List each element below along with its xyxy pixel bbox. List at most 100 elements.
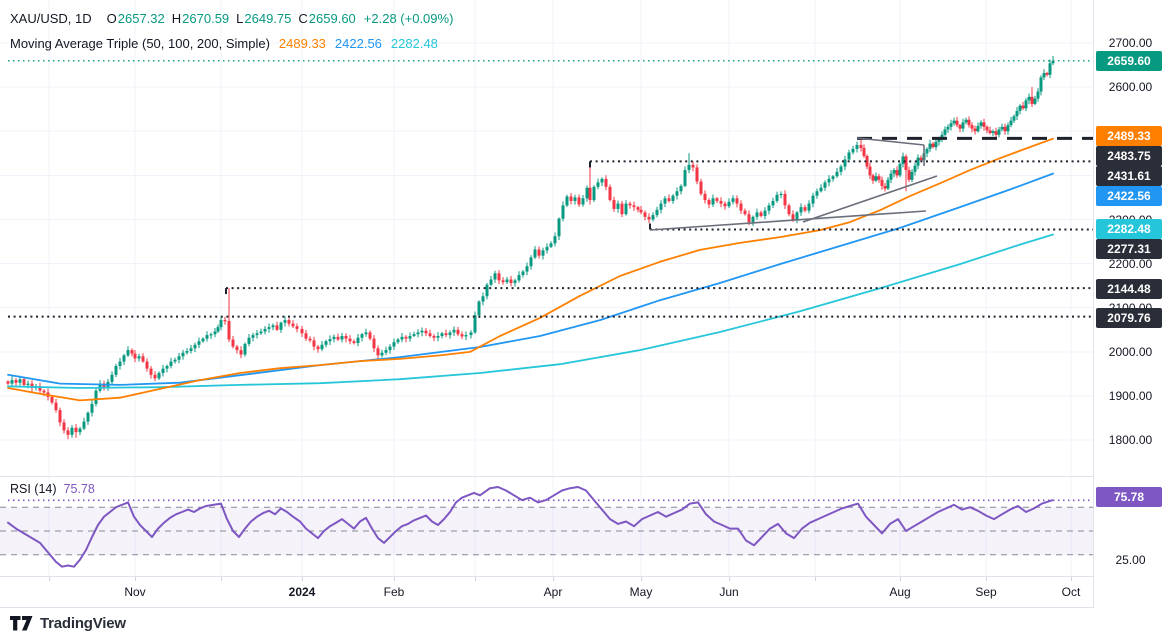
candle-body (118, 361, 122, 366)
candle-body (779, 193, 783, 196)
ohlc-value-o: 2657.32 (117, 11, 165, 26)
tradingview-logo-icon (10, 616, 33, 631)
candle-body (312, 340, 316, 347)
candle-body (189, 348, 193, 351)
candle-body (153, 374, 157, 379)
ohlc-value-l: 2649.75 (244, 11, 292, 26)
candle-body (807, 203, 811, 211)
candle-body (958, 125, 962, 129)
candle-body (408, 335, 412, 339)
ma-indicator-title: Moving Average Triple (50, 100, 200, Sim… (10, 36, 270, 51)
candle-body (185, 350, 189, 353)
candle-body (719, 200, 723, 204)
candle-body (647, 216, 651, 220)
candle-body (803, 207, 807, 211)
candle-body (525, 266, 529, 272)
ma-value-2: 2282.48 (390, 36, 438, 51)
ma-indicator-legend-row[interactable]: Moving Average Triple (50, 100, 200, Sim… (10, 33, 438, 55)
rsi-value: 75.78 (63, 482, 95, 496)
tradingview-logo[interactable]: TradingView (10, 615, 126, 632)
candle-body (456, 329, 460, 335)
time-axis[interactable]: Nov 2024 Feb Apr May Jun Aug Sep Oct (0, 576, 1093, 608)
candle-body (223, 320, 227, 322)
candle-body (895, 170, 899, 176)
candle-body (695, 167, 699, 182)
candle-body (931, 143, 935, 148)
candle-body (739, 203, 743, 211)
candle-body (628, 203, 632, 206)
candle-body (231, 339, 235, 347)
symbol-legend-row[interactable]: XAU/USD, 1D O2657.32 H2670.59 L2649.75 C2659… (10, 8, 453, 30)
price-badge: 2282.48 (1096, 219, 1162, 239)
candle-body (14, 380, 18, 383)
time-axis-label-jun: Jun (719, 585, 739, 599)
candle-body (173, 359, 177, 362)
candle-body (755, 212, 759, 217)
time-axis-tick (135, 577, 136, 581)
candle-body (424, 330, 428, 334)
rsi-legend-row[interactable]: RSI (14) 75.78 (10, 482, 95, 496)
candle-body (416, 332, 420, 335)
candle-body (149, 368, 153, 375)
price-axis[interactable]: 2700.002600.002500.002400.002300.002200.… (1093, 0, 1167, 608)
candle-body (608, 186, 612, 201)
candle-body (324, 341, 328, 345)
candle-body (133, 353, 137, 359)
candle-body (205, 335, 209, 339)
candle-body (1009, 120, 1013, 126)
candle-body (473, 315, 477, 333)
candle-body (901, 156, 905, 164)
price-axis-label: 1900.00 (1108, 389, 1153, 403)
ma200-line (7, 233, 1054, 389)
candle-body (235, 346, 239, 351)
tradingview-logo-text: TradingView (40, 615, 126, 632)
candle-body (839, 166, 843, 172)
candle-body (616, 203, 620, 209)
candle-body (1036, 91, 1040, 99)
candle-body (384, 350, 388, 353)
candle-body (193, 344, 197, 349)
time-axis-label-apr: Apr (543, 585, 563, 599)
candle-body (380, 352, 384, 356)
candle-body (352, 341, 356, 344)
candle-body (976, 125, 980, 132)
candle-body (469, 332, 473, 336)
rsi-pane[interactable] (0, 476, 1093, 576)
ohlc-label-l: L (236, 11, 244, 26)
candle-body (489, 279, 493, 285)
candle-body (612, 200, 616, 209)
main-chart-pane[interactable] (0, 0, 1093, 476)
candle-body (267, 327, 271, 329)
time-axis-tick (729, 577, 730, 581)
candle-body (952, 120, 956, 124)
candle-body (501, 280, 505, 283)
ma-value-1: 2422.56 (334, 36, 382, 51)
candle-body (943, 129, 947, 135)
candle-body (997, 129, 1001, 135)
candle-body (973, 128, 977, 132)
candle-body (239, 350, 243, 355)
candle-body (340, 335, 344, 340)
candle-body (521, 271, 525, 276)
candle-body (1018, 105, 1022, 111)
candle-body (679, 185, 683, 192)
candle-body (991, 131, 995, 134)
candle-body (687, 164, 691, 171)
trendline (802, 175, 938, 223)
candle-body (432, 335, 436, 338)
candle-body (592, 186, 596, 201)
candle-body (868, 166, 872, 176)
candle-body (1051, 60, 1055, 64)
candle-body (588, 187, 592, 201)
candle-body (197, 341, 201, 345)
candle-body (569, 196, 573, 201)
candle-body (332, 336, 336, 340)
candle-body (308, 338, 312, 341)
candle-body (913, 165, 917, 172)
candle-body (910, 171, 914, 180)
candle-body (448, 332, 452, 336)
candle-body (877, 176, 881, 180)
candle-body (259, 331, 263, 334)
candle-body (874, 176, 878, 181)
